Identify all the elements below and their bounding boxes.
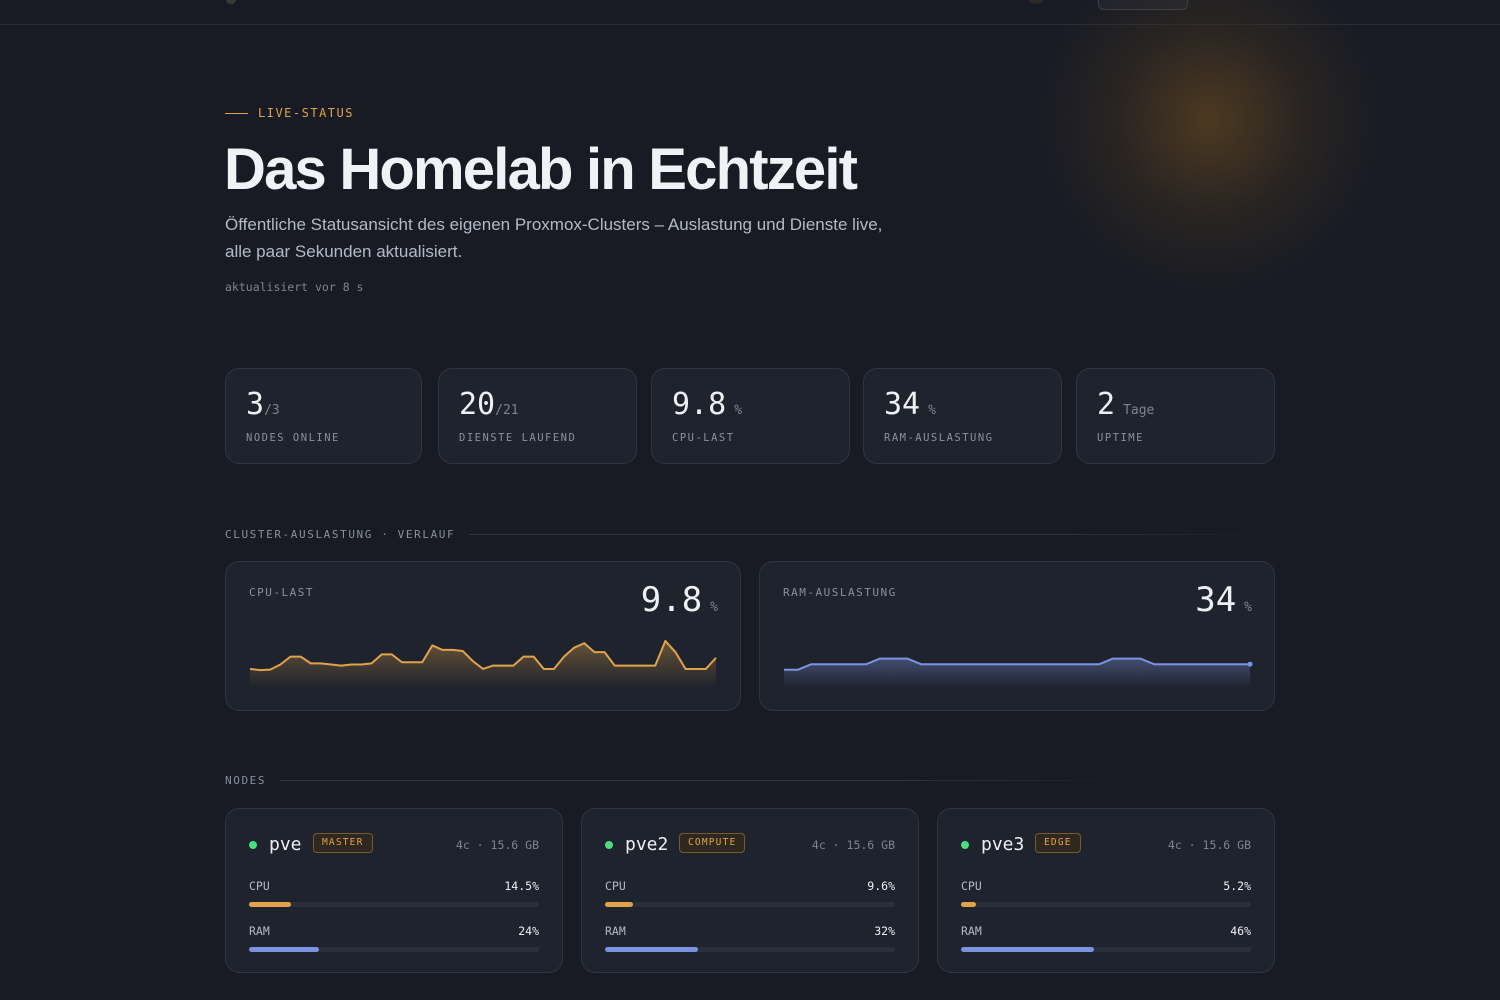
stat-value: 20 xyxy=(459,387,496,422)
nodes-section-header: NODES xyxy=(225,774,1141,787)
online-status-dot xyxy=(961,841,969,849)
chart-unit: % xyxy=(1244,600,1252,615)
ram-bar-fill xyxy=(605,947,698,952)
eyebrow-label: LIVE-STATUS xyxy=(258,106,354,120)
stat-unit: % xyxy=(734,403,743,418)
role-badge: COMPUTE xyxy=(679,833,746,853)
page-title: Das Homelab in Echtzeit xyxy=(224,137,858,202)
stat-card-cpu: 9.8% CPU-LAST xyxy=(651,368,850,464)
cpu-bar xyxy=(961,902,1251,907)
cpu-bar xyxy=(249,902,539,907)
section-divider xyxy=(469,534,1282,535)
stat-label: RAM-AUSLASTUNG xyxy=(884,432,994,444)
online-status-dot xyxy=(605,841,613,849)
cpu-bar xyxy=(605,902,895,907)
eyebrow-line xyxy=(225,112,248,114)
background-glow xyxy=(1030,0,1390,300)
live-status-eyebrow: LIVE-STATUS xyxy=(225,106,354,120)
cpu-bar-fill xyxy=(961,902,977,907)
stat-unit: Tage xyxy=(1123,403,1155,418)
cpu-value: 5.2% xyxy=(1223,879,1251,893)
stat-label: NODES ONLINE xyxy=(246,432,340,444)
stat-card-ram: 34% RAM-AUSLASTUNG xyxy=(863,368,1062,464)
node-card-pve3[interactable]: pve3 EDGE 4c · 15.6 GB CPU 5.2% RAM 46% xyxy=(937,808,1275,973)
node-name: pve3 xyxy=(981,834,1025,855)
stat-value: 9.8 xyxy=(672,387,727,422)
chart-current-value: 34 xyxy=(1195,580,1237,620)
sparkline-end-point xyxy=(1247,661,1253,667)
stat-card-uptime: 2 Tage UPTIME xyxy=(1076,368,1275,464)
cpu-value: 9.6% xyxy=(867,879,895,893)
stat-label: UPTIME xyxy=(1097,432,1144,444)
ram-chart-card: RAM-AUSLASTUNG 34 % xyxy=(759,561,1275,711)
sparkline-line xyxy=(784,657,1250,671)
sparkline-area xyxy=(250,640,716,688)
stat-value: 2 xyxy=(1097,387,1116,422)
ram-value: 46% xyxy=(1230,924,1251,938)
chart-unit: % xyxy=(710,600,718,615)
sparkline-area xyxy=(784,658,1250,688)
ram-bar-fill xyxy=(249,947,319,952)
role-badge: MASTER xyxy=(313,833,373,853)
logo[interactable] xyxy=(226,0,236,4)
section-title: NODES xyxy=(225,774,267,787)
section-divider xyxy=(280,780,1141,781)
ram-label: RAM xyxy=(605,924,626,938)
stat-unit: /21 xyxy=(495,403,519,418)
node-spec: 4c · 15.6 GB xyxy=(1167,838,1251,852)
usage-section-header: CLUSTER-AUSLASTUNG · VERLAUF xyxy=(225,528,1282,541)
theme-toggle[interactable] xyxy=(1028,0,1044,4)
node-spec: 4c · 15.6 GB xyxy=(811,838,895,852)
nav-button[interactable] xyxy=(1098,0,1188,10)
ram-sparkline xyxy=(784,657,1253,688)
ram-label: RAM xyxy=(249,924,270,938)
stat-unit: % xyxy=(928,403,936,418)
stat-value: 3 xyxy=(246,387,265,422)
page-subtitle: Öffentliche Statusansicht des eigenen Pr… xyxy=(225,215,883,261)
cpu-value: 14.5% xyxy=(504,879,539,893)
chart-label: RAM-AUSLASTUNG xyxy=(783,586,897,599)
ram-label: RAM xyxy=(961,924,982,938)
ram-bar xyxy=(249,947,539,952)
chart-current-value: 9.8 xyxy=(640,580,703,620)
node-card-pve2[interactable]: pve2 COMPUTE 4c · 15.6 GB CPU 9.6% RAM 3… xyxy=(581,808,919,973)
stat-card-nodes: 3/3 NODES ONLINE xyxy=(225,368,422,464)
node-card-pve[interactable]: pve MASTER 4c · 15.6 GB CPU 14.5% RAM 24… xyxy=(225,808,563,973)
section-title: CLUSTER-AUSLASTUNG · VERLAUF xyxy=(225,528,456,541)
ram-bar xyxy=(605,947,895,952)
top-nav xyxy=(0,0,1500,25)
ram-value: 32% xyxy=(874,924,895,938)
cpu-label: CPU xyxy=(249,879,270,893)
node-name: pve xyxy=(269,834,302,855)
stat-value: 34 xyxy=(884,387,921,422)
ram-bar-fill xyxy=(961,947,1095,952)
cpu-bar-fill xyxy=(605,902,633,907)
cpu-sparkline xyxy=(249,639,717,688)
cpu-label: CPU xyxy=(961,879,982,893)
stat-unit: /3 xyxy=(264,403,280,418)
sparkline-line xyxy=(249,639,717,672)
ram-bar xyxy=(961,947,1251,952)
online-status-dot xyxy=(249,841,257,849)
cpu-label: CPU xyxy=(605,879,626,893)
cpu-chart-card: CPU-LAST 9.8 % xyxy=(225,561,741,711)
ram-value: 24% xyxy=(518,924,539,938)
node-spec: 4c · 15.6 GB xyxy=(455,838,539,852)
cpu-bar-fill xyxy=(249,902,292,907)
role-badge: EDGE xyxy=(1035,833,1081,853)
node-name: pve2 xyxy=(625,834,669,855)
last-updated: aktualisiert vor 8 s xyxy=(225,280,364,294)
stat-label: DIENSTE LAUFEND xyxy=(459,432,577,444)
chart-label: CPU-LAST xyxy=(249,586,314,599)
stat-card-services: 20/21 DIENSTE LAUFEND xyxy=(438,368,637,464)
stat-label: CPU-LAST xyxy=(672,432,735,444)
